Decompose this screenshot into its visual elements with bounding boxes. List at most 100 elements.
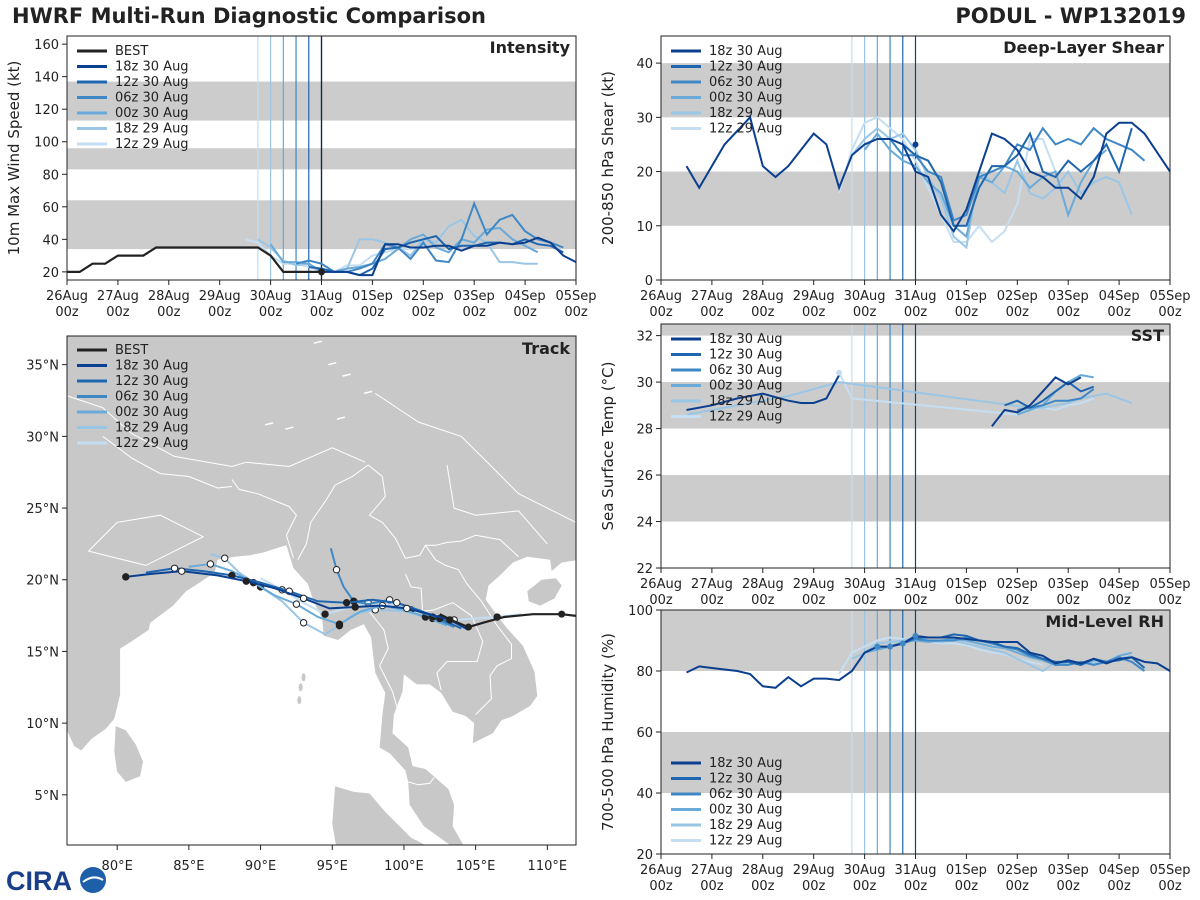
land-sumatra bbox=[332, 786, 426, 845]
shear-xtick-label: 30Aug bbox=[844, 289, 886, 304]
track-marker bbox=[206, 560, 215, 568]
intensity-xtick-label: 00z bbox=[412, 305, 436, 320]
logo-globe-icon bbox=[80, 867, 106, 893]
shear-xtick-label: 01Sep bbox=[946, 289, 987, 304]
panel-rh: 2040608010026Aug00z27Aug00z28Aug00z29Aug… bbox=[599, 604, 1191, 894]
rh-ytick-label: 20 bbox=[636, 848, 653, 863]
rh-ytick-label: 80 bbox=[636, 665, 653, 680]
intensity-xtick-label: 00z bbox=[564, 305, 588, 320]
shear-xtick-label: 02Sep bbox=[997, 289, 1038, 304]
land-mainland bbox=[67, 336, 576, 845]
intensity-xtick-label: 27Aug bbox=[97, 289, 139, 304]
figure-title: HWRF Multi-Run Diagnostic Comparison bbox=[12, 4, 487, 28]
sst-xtick-label: 05Sep bbox=[1149, 577, 1190, 592]
rh-legend-label: 18z 29 Aug bbox=[709, 818, 783, 833]
panel-shear: 01020304026Aug00z27Aug00z28Aug00z29Aug00… bbox=[599, 35, 1191, 320]
shear-xtick-label: 00z bbox=[955, 305, 979, 320]
sst-xtick-label: 00z bbox=[1006, 593, 1030, 608]
track-xtick-label: 85°E bbox=[173, 859, 204, 874]
track-forecast-line bbox=[210, 552, 462, 636]
intensity-legend-label: BEST bbox=[115, 44, 148, 59]
land-sri-lanka bbox=[114, 726, 143, 782]
rh-ytick-label: 40 bbox=[636, 787, 653, 802]
track-forecast-line bbox=[145, 567, 462, 630]
shear-xtick-label: 27Aug bbox=[691, 289, 733, 304]
shear-ytick-label: 0 bbox=[645, 274, 653, 289]
rh-legend-label: 06z 30 Aug bbox=[709, 787, 783, 802]
sst-xtick-label: 26Aug bbox=[640, 577, 682, 592]
rh-xtick-label: 30Aug bbox=[844, 863, 886, 878]
track-marker bbox=[335, 620, 344, 628]
panel-sst: 22242628303226Aug00z27Aug00z28Aug00z29Au… bbox=[599, 323, 1191, 608]
rh-xtick-label: 26Aug bbox=[640, 863, 682, 878]
border-vietnam bbox=[425, 545, 512, 715]
sst-ytick-label: 28 bbox=[636, 423, 653, 438]
lake bbox=[342, 373, 351, 377]
track-legend-label: 18z 30 Aug bbox=[115, 359, 189, 374]
sst-ytick-label: 22 bbox=[636, 562, 653, 577]
rh-xtick-label: 00z bbox=[751, 879, 775, 894]
intensity-xtick-label: 00z bbox=[513, 305, 537, 320]
sst-ylabel: Sea Surface Temp (°C) bbox=[599, 361, 617, 530]
track-legend-label: BEST bbox=[115, 343, 148, 358]
shear-legend-label: 06z 30 Aug bbox=[709, 75, 783, 90]
intensity-series-line bbox=[321, 236, 577, 277]
rh-xtick-label: 00z bbox=[853, 879, 877, 894]
rh-ylabel: 700-500 hPa Humidity (%) bbox=[599, 633, 617, 831]
sst-xtick-label: 00z bbox=[1057, 593, 1081, 608]
land-andaman bbox=[301, 673, 306, 682]
track-frame bbox=[66, 335, 577, 846]
sst-xtick-label: 00z bbox=[700, 593, 724, 608]
shear-xtick-label: 00z bbox=[802, 305, 826, 320]
sst-xtick-label: 00z bbox=[649, 593, 673, 608]
sst-xtick-label: 00z bbox=[1158, 593, 1182, 608]
intensity-xtick-label: 00z bbox=[106, 305, 130, 320]
track-marker bbox=[321, 610, 329, 618]
shear-series-line bbox=[863, 131, 1108, 239]
shear-xtick-label: 00z bbox=[1107, 305, 1131, 320]
sst-xtick-label: 29Aug bbox=[793, 577, 835, 592]
rh-ytick-label: 60 bbox=[636, 726, 653, 741]
sst-ytick-label: 30 bbox=[636, 376, 653, 391]
rh-legend-label: 12z 30 Aug bbox=[709, 772, 783, 787]
shear-xtick-label: 00z bbox=[649, 305, 673, 320]
track-marker bbox=[170, 564, 179, 572]
track-marker bbox=[178, 567, 186, 575]
sst-ytick-label: 32 bbox=[636, 330, 653, 345]
sst-series-line bbox=[991, 376, 1082, 427]
rh-xtick-label: 27Aug bbox=[691, 863, 733, 878]
sst-xtick-label: 27Aug bbox=[691, 577, 733, 592]
intensity-xtick-label: 00z bbox=[208, 305, 232, 320]
logo-swoosh-icon bbox=[82, 876, 104, 883]
border-thailand-laos bbox=[404, 573, 484, 691]
track-xtick-label: 95°E bbox=[317, 859, 348, 874]
cira-logo: CIRA bbox=[6, 866, 106, 896]
shear-xtick-label: 28Aug bbox=[742, 289, 784, 304]
intensity-legend-label: 12z 30 Aug bbox=[115, 75, 189, 90]
track-ytick-label: 25°N bbox=[26, 502, 59, 517]
track-legend-label: 12z 29 Aug bbox=[115, 436, 189, 451]
rh-xtick-label: 00z bbox=[802, 879, 826, 894]
shear-xtick-label: 05Sep bbox=[1149, 289, 1190, 304]
intensity-legend-label: 18z 30 Aug bbox=[115, 60, 189, 75]
sst-start-dot bbox=[836, 369, 843, 376]
shear-xtick-label: 00z bbox=[1158, 305, 1182, 320]
land-hainan bbox=[527, 578, 562, 606]
rh-xtick-label: 28Aug bbox=[742, 863, 784, 878]
track-xtick-label: 105°E bbox=[456, 859, 496, 874]
lake bbox=[285, 426, 294, 430]
rh-legend-label: 12z 29 Aug bbox=[709, 834, 783, 849]
rh-xtick-label: 00z bbox=[1158, 879, 1182, 894]
shear-ytick-label: 20 bbox=[636, 166, 653, 181]
intensity-ytick-label: 40 bbox=[42, 233, 59, 248]
rh-xtick-label: 05Sep bbox=[1149, 863, 1190, 878]
sst-series-line bbox=[686, 374, 840, 411]
shear-xtick-label: 29Aug bbox=[793, 289, 835, 304]
shear-legend-label: 12z 29 Aug bbox=[709, 122, 783, 137]
intensity-ytick-label: 160 bbox=[34, 38, 59, 53]
sst-xtick-label: 02Sep bbox=[997, 577, 1038, 592]
intensity-xtick-label: 03Sep bbox=[454, 289, 495, 304]
sst-ytick-label: 26 bbox=[636, 469, 653, 484]
shear-series-line bbox=[838, 116, 1057, 244]
intensity-ytick-label: 80 bbox=[42, 168, 59, 183]
